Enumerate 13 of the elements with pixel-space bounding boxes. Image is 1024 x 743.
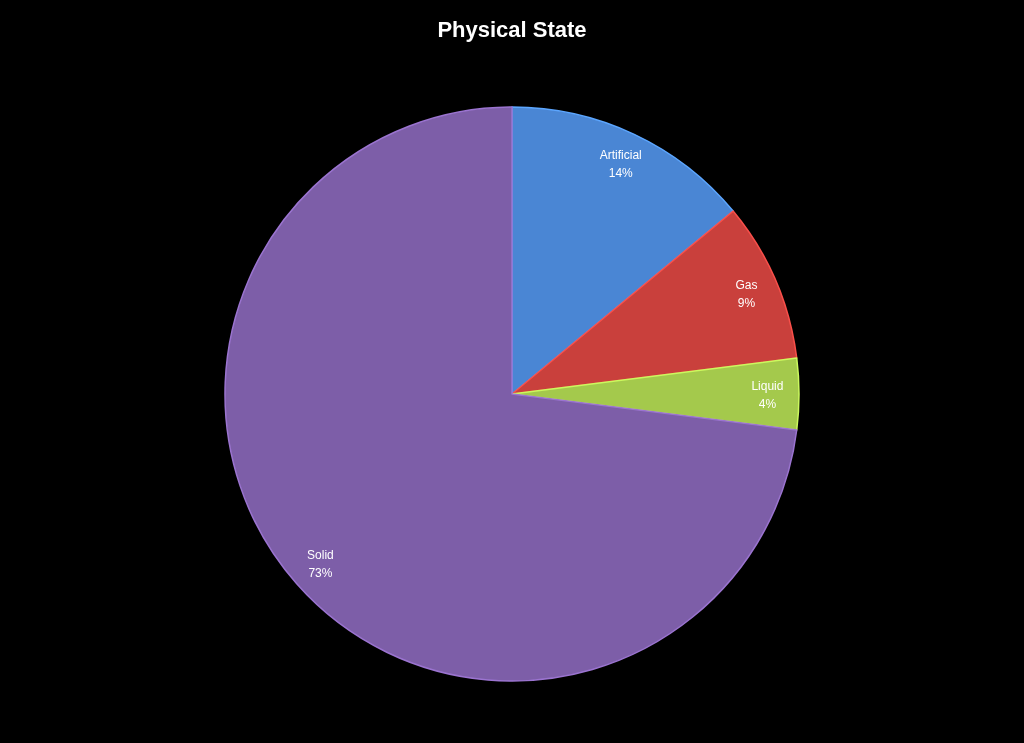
pie-slice: [511, 106, 734, 395]
slice-label: Artificial: [599, 147, 642, 162]
slice-label: Liquid: [751, 379, 784, 393]
pie-slice: [511, 357, 800, 431]
data-label: 14%: [608, 165, 634, 180]
chart-title: Physical State: [437, 17, 587, 42]
data-label: 9%: [737, 295, 756, 310]
slice-label: Solid: [307, 547, 334, 562]
pie-slice: [511, 210, 798, 395]
slice-label: Gas: [735, 277, 758, 292]
data-label: 73%: [308, 565, 333, 580]
pie-slice: [224, 106, 798, 682]
data-label: 4%: [758, 397, 777, 411]
